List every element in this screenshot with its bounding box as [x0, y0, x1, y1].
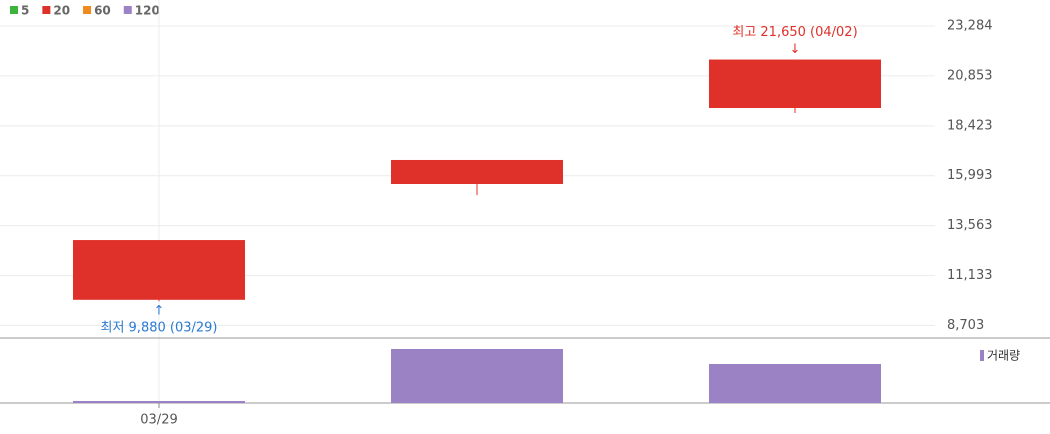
- y-tick-label: 11,133: [947, 268, 993, 283]
- y-tick-label: 23,284: [947, 18, 993, 33]
- y-tick-label: 18,423: [947, 118, 993, 133]
- legend-label: 120: [135, 4, 160, 18]
- annotation-label: 최고 21,650 (04/02): [732, 25, 857, 40]
- candle-body: [73, 240, 245, 300]
- volume-bar: [73, 401, 245, 403]
- volume-legend-label: 거래량: [987, 349, 1020, 363]
- y-tick-label: 20,853: [947, 68, 993, 83]
- legend-label: 20: [53, 4, 70, 18]
- candle-body: [709, 59, 881, 109]
- candle-body: [391, 159, 563, 184]
- legend-swatch: [83, 6, 92, 14]
- legend-swatch: [123, 6, 132, 14]
- legend-swatch: [10, 6, 18, 14]
- annotation-label: 최저 9,880 (03/29): [100, 321, 217, 336]
- annotation-arrow: ↑: [154, 304, 165, 319]
- legend-swatch: [42, 6, 51, 14]
- legend-label: 60: [94, 4, 111, 18]
- x-tick-label: 03/29: [140, 413, 177, 428]
- volume-bar: [709, 364, 881, 403]
- volume-bar: [391, 349, 563, 403]
- y-tick-label: 15,993: [947, 168, 993, 183]
- y-tick-label: 13,563: [947, 218, 993, 233]
- legend-label: 5: [21, 4, 29, 18]
- volume-legend-swatch: [980, 350, 984, 361]
- annotation-arrow: ↓: [790, 42, 801, 57]
- y-tick-label: 8,703: [947, 318, 984, 333]
